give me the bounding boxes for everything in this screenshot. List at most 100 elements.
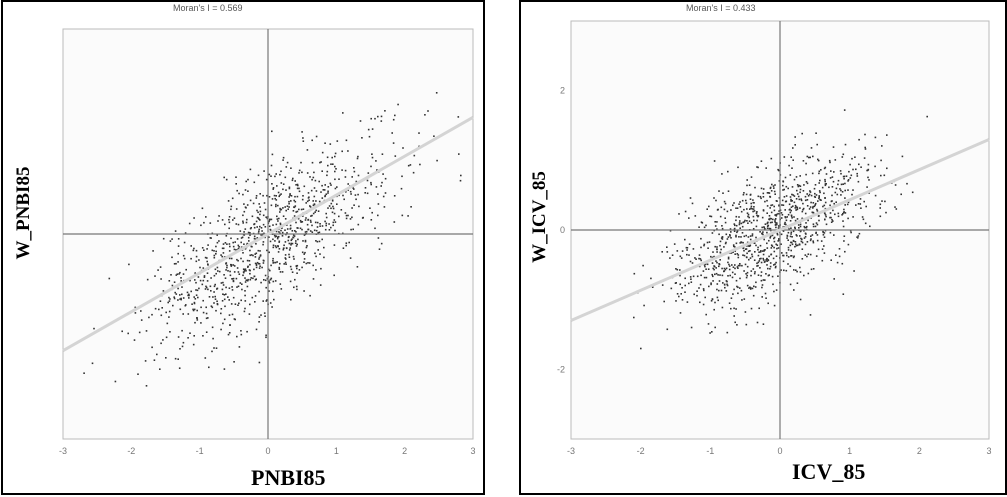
scatter-point xyxy=(730,209,732,211)
scatter-point xyxy=(868,179,870,181)
scatter-point xyxy=(748,220,751,222)
scatter-point xyxy=(193,308,196,311)
scatter-point xyxy=(285,166,288,168)
scatter-point xyxy=(867,163,870,166)
scatter-point xyxy=(225,235,228,237)
scatter-point xyxy=(725,290,728,292)
scatter-point xyxy=(380,185,382,187)
scatter-point xyxy=(813,187,816,190)
scatter-point xyxy=(721,306,724,309)
scatter-point xyxy=(193,302,196,305)
scatter-point xyxy=(289,265,292,268)
scatter-point xyxy=(803,184,805,186)
scatter-point xyxy=(807,253,810,255)
scatter-point xyxy=(375,160,377,162)
scatter-point xyxy=(856,175,859,177)
scatter-point xyxy=(802,160,805,162)
scatter-point xyxy=(790,200,792,202)
scatter-point xyxy=(824,229,827,232)
scatter-point xyxy=(235,176,237,178)
scatter-point xyxy=(765,259,767,261)
scatter-point xyxy=(777,247,780,249)
scatter-point xyxy=(305,202,307,204)
scatter-point xyxy=(203,275,206,277)
scatter-point xyxy=(834,213,836,216)
scatter-point xyxy=(823,232,826,234)
scatter-point xyxy=(783,269,785,272)
scatter-point xyxy=(864,146,866,149)
scatter-point xyxy=(213,302,215,304)
scatter-point xyxy=(733,246,736,248)
scatter-point xyxy=(753,272,756,275)
scatter-point xyxy=(808,208,811,210)
scatter-point xyxy=(284,218,287,220)
scatter-point xyxy=(731,276,734,279)
scatter-point xyxy=(788,228,790,230)
scatter-point xyxy=(324,184,326,186)
scatter-point xyxy=(686,247,689,249)
scatter-point xyxy=(752,294,755,297)
scatter-point xyxy=(718,280,721,282)
scatter-point xyxy=(793,178,796,181)
scatter-point xyxy=(766,205,769,207)
scatter-point xyxy=(274,236,277,238)
scatter-point xyxy=(831,194,833,197)
scatter-point xyxy=(773,304,776,307)
scatter-point xyxy=(724,286,726,289)
scatter-point xyxy=(816,143,818,146)
scatter-point xyxy=(293,286,295,289)
scatter-point xyxy=(249,303,251,306)
scatter-point xyxy=(407,215,409,217)
scatter-point xyxy=(768,227,771,230)
scatter-point xyxy=(732,293,734,295)
scatter-point xyxy=(345,217,348,220)
scatter-point xyxy=(293,235,296,237)
scatter-point xyxy=(799,185,802,187)
scatter-point xyxy=(737,264,740,267)
scatter-point xyxy=(271,130,273,133)
scatter-point xyxy=(769,227,772,230)
scatter-point xyxy=(353,167,355,169)
scatter-point xyxy=(374,227,376,230)
scatter-point xyxy=(716,251,718,253)
scatter-point xyxy=(901,155,904,158)
scatter-point xyxy=(746,284,749,287)
scatter-point xyxy=(819,179,821,182)
scatter-point xyxy=(728,302,731,304)
scatter-point xyxy=(223,318,226,321)
scatter-point xyxy=(742,247,744,250)
scatter-point xyxy=(755,225,758,228)
scatter-point xyxy=(230,208,232,211)
scatter-point xyxy=(752,199,754,201)
scatter-point xyxy=(195,289,197,291)
scatter-point xyxy=(294,200,297,203)
scatter-point xyxy=(820,240,823,242)
scatter-point xyxy=(776,232,779,235)
scatter-point xyxy=(751,287,754,290)
scatter-point xyxy=(842,175,845,178)
scatter-point xyxy=(727,170,729,173)
scatter-point xyxy=(836,261,839,264)
scatter-point xyxy=(742,254,744,256)
scatter-point xyxy=(272,260,274,262)
scatter-point xyxy=(230,265,233,267)
scatter-point xyxy=(880,174,882,177)
scatter-point xyxy=(226,266,228,269)
scatter-point xyxy=(820,199,822,201)
scatter-point xyxy=(780,243,782,245)
scatter-point xyxy=(316,240,319,243)
scatter-point xyxy=(255,220,258,223)
scatter-point xyxy=(298,269,301,271)
scatter-point xyxy=(751,234,754,237)
scatter-point xyxy=(729,235,731,237)
scatter-point xyxy=(796,282,799,284)
scatter-point xyxy=(182,341,185,344)
scatter-point xyxy=(761,216,764,219)
scatter-point xyxy=(797,195,800,198)
scatter-point xyxy=(227,333,230,336)
scatter-point xyxy=(237,244,240,247)
scatter-point xyxy=(793,255,795,258)
scatter-point xyxy=(727,190,730,192)
scatter-point xyxy=(258,258,260,260)
scatter-point xyxy=(278,248,281,250)
